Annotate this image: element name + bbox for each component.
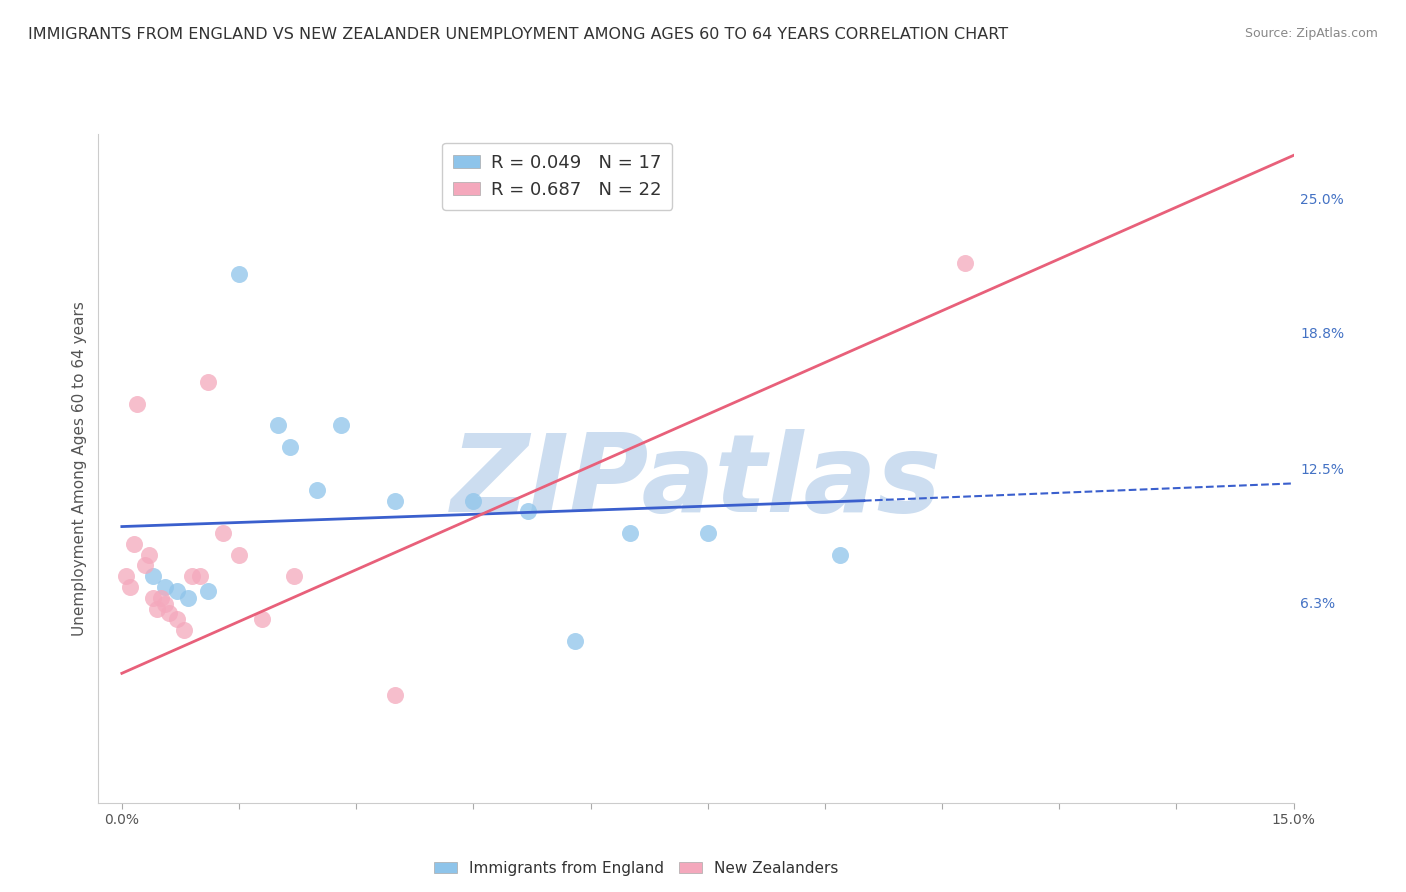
Point <box>252 612 274 626</box>
Point <box>122 537 145 551</box>
Text: IMMIGRANTS FROM ENGLAND VS NEW ZEALANDER UNEMPLOYMENT AMONG AGES 60 TO 64 YEARS : IMMIGRANTS FROM ENGLAND VS NEW ZEALANDER… <box>28 27 1008 42</box>
Point <box>153 580 176 594</box>
Point <box>384 493 406 508</box>
Point <box>134 558 156 573</box>
Point <box>146 601 169 615</box>
Point <box>188 569 211 583</box>
Text: ZIPatlas: ZIPatlas <box>450 429 942 534</box>
Y-axis label: Unemployment Among Ages 60 to 64 years: Unemployment Among Ages 60 to 64 years <box>72 301 87 636</box>
Point <box>830 548 852 562</box>
Point <box>278 440 301 454</box>
Point <box>181 569 204 583</box>
Point <box>166 612 188 626</box>
Point <box>138 548 160 562</box>
Point <box>955 256 977 270</box>
Point <box>564 634 586 648</box>
Point <box>228 548 250 562</box>
Point <box>142 591 165 605</box>
Point <box>149 591 172 605</box>
Point <box>619 526 641 541</box>
Point <box>118 580 141 594</box>
Legend: Immigrants from England, New Zealanders: Immigrants from England, New Zealanders <box>427 855 845 882</box>
Point <box>173 623 195 637</box>
Point <box>177 591 200 605</box>
Point <box>142 569 165 583</box>
Point <box>157 606 180 620</box>
Text: Source: ZipAtlas.com: Source: ZipAtlas.com <box>1244 27 1378 40</box>
Point <box>197 584 219 599</box>
Point <box>212 526 235 541</box>
Point <box>696 526 718 541</box>
Point <box>307 483 329 497</box>
Point <box>463 493 485 508</box>
Point <box>153 597 176 611</box>
Point <box>166 584 188 599</box>
Point <box>114 569 136 583</box>
Point <box>517 504 540 518</box>
Point <box>267 418 290 433</box>
Point <box>283 569 305 583</box>
Point <box>127 396 149 410</box>
Point <box>197 375 219 389</box>
Point <box>228 267 250 281</box>
Point <box>329 418 352 433</box>
Point <box>384 688 406 702</box>
